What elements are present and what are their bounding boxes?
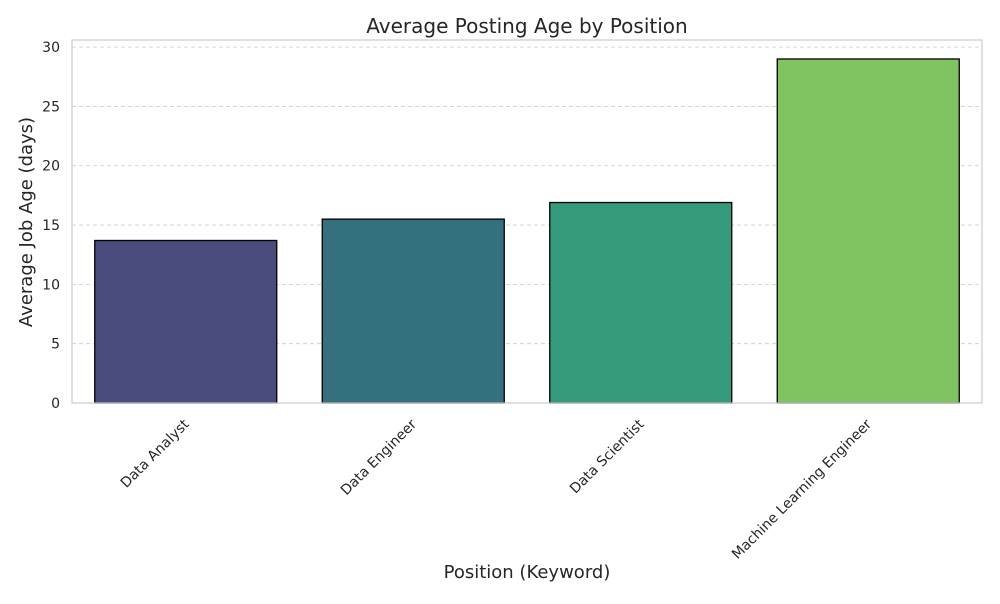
x-axis-label: Position (Keyword)	[444, 562, 611, 583]
bar	[321, 218, 505, 404]
y-tick-label: 10	[42, 277, 60, 293]
plot-frame	[71, 39, 983, 404]
bar	[549, 201, 733, 404]
y-tick-label: 25	[42, 99, 60, 115]
bar-layer	[94, 58, 960, 404]
y-axis-label: Average Job Age (days)	[16, 117, 37, 327]
y-tick-label: 0	[51, 396, 60, 412]
y-tick-label: 30	[42, 40, 60, 56]
y-tick-label: 5	[51, 337, 60, 353]
chart-title: Average Posting Age by Position	[366, 14, 687, 38]
bar	[776, 58, 960, 404]
y-tick-label: 15	[42, 218, 60, 234]
y-tick-label: 20	[42, 159, 60, 175]
bar	[94, 239, 278, 404]
